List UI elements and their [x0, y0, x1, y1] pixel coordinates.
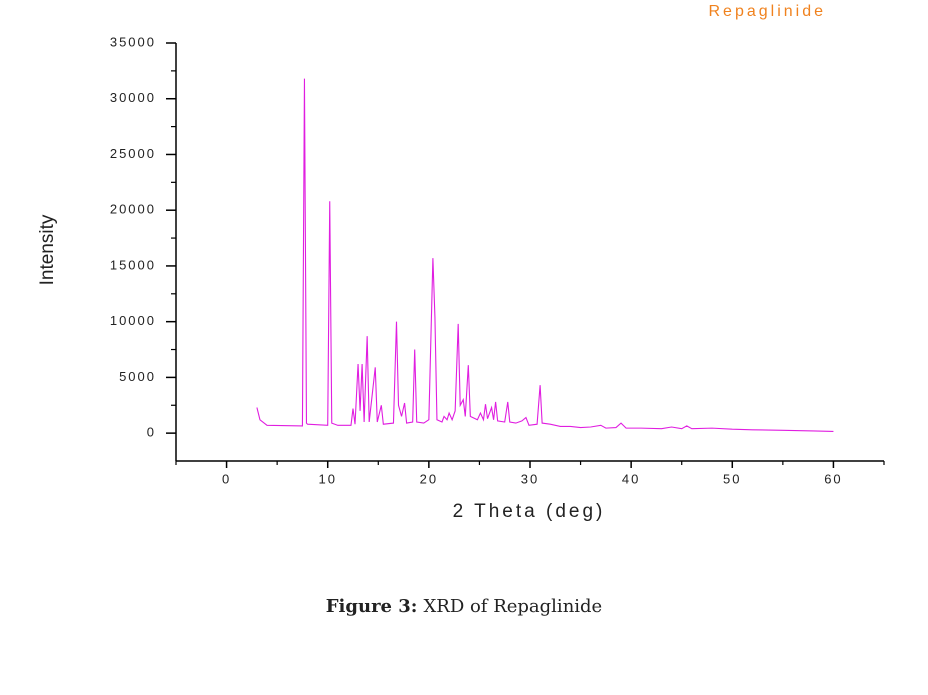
xrd-line — [256, 78, 834, 433]
x-tick-label: 50 — [723, 471, 741, 486]
y-tick-label: 0 — [147, 425, 156, 440]
y-tick-label: 35000 — [110, 34, 156, 49]
y-tick-label: 10000 — [110, 313, 156, 328]
y-tick-label: 15000 — [110, 257, 156, 272]
x-tick-label: 40 — [622, 471, 640, 486]
x-tick-label: 60 — [824, 471, 842, 486]
caption-text: XRD of Repaglinide — [423, 596, 603, 617]
y-tick-label: 30000 — [110, 90, 156, 105]
legend-label: Repaglinide — [708, 3, 826, 20]
y-tick-label: 5000 — [119, 369, 156, 384]
caption: Figure 3: XRD of Repaglinide — [0, 596, 928, 617]
y-tick-label: 20000 — [110, 202, 156, 217]
x-tick-label: 30 — [521, 471, 539, 486]
y-tick-label: 25000 — [110, 146, 156, 161]
x-tick-label: 10 — [318, 471, 336, 486]
x-axis-title: 2 Theta (deg) — [453, 501, 606, 522]
x-tick-label: 20 — [420, 471, 438, 486]
caption-label: Figure 3: — [325, 596, 418, 617]
y-axis-title: Intensity — [37, 214, 58, 285]
x-tick-label: 0 — [222, 471, 231, 486]
